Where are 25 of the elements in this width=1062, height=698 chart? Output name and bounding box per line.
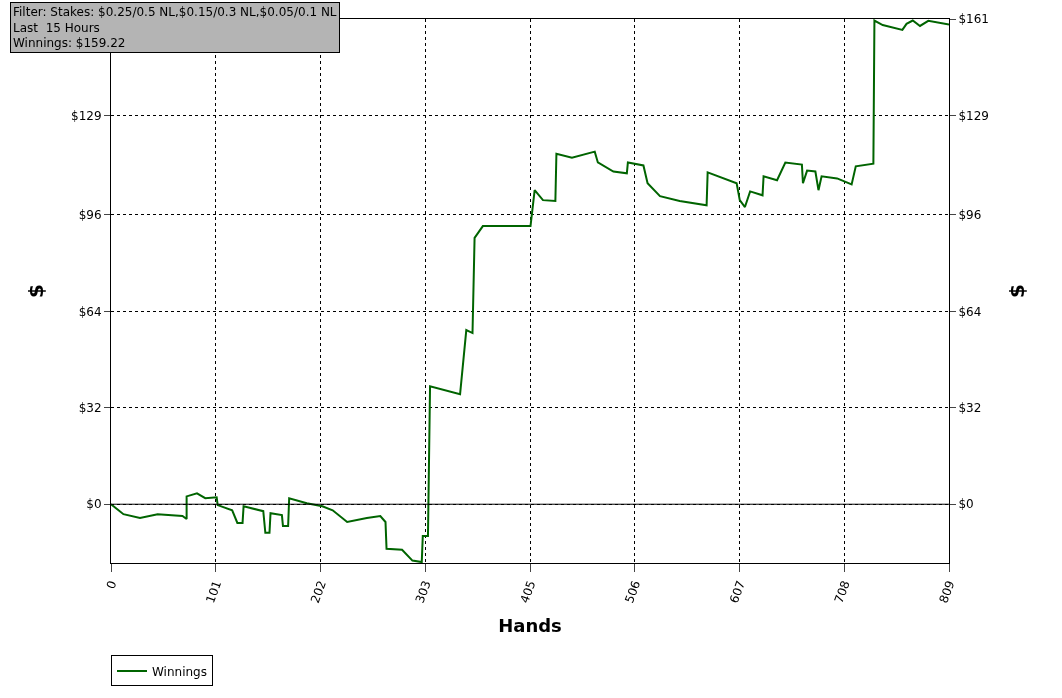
- y-tick-label: $96: [78, 208, 102, 223]
- x-tick-label: 708: [831, 578, 853, 605]
- y2-tick-label: $32: [958, 400, 982, 415]
- y2-tick-label: $129: [958, 108, 989, 123]
- y-tick-label: $64: [78, 304, 102, 319]
- x-tick-label: 405: [517, 578, 539, 605]
- x-tick-label: 607: [726, 578, 748, 605]
- x-tick-label: 303: [412, 578, 434, 605]
- x-tick-label: 101: [203, 578, 225, 605]
- x-tick-label: 202: [307, 578, 329, 605]
- x-tick-label: 0: [103, 578, 120, 591]
- annotation: Filter: Stakes: $0.25/0.5 NL,$0.15/0.3 NL,$0.05/0.1 NL Last 15 Hours Winnings: $159.22: [13, 5, 337, 51]
- y2-tick-label: $64: [958, 304, 982, 319]
- x-axis-title: Hands: [498, 615, 562, 637]
- y-tick-label: $129: [71, 108, 102, 123]
- y2-axis-title: $: [1005, 284, 1030, 298]
- y-tick-label: $0: [86, 497, 102, 512]
- x-tick-label: 506: [622, 578, 644, 605]
- x-tick-label: 809: [936, 578, 958, 605]
- y-tick-label: $32: [78, 400, 102, 415]
- y2-tick-label: $161: [958, 12, 989, 27]
- y2-tick-label: $0: [958, 497, 974, 512]
- y2-tick-label: $96: [958, 208, 982, 223]
- y-axis-title: $: [23, 284, 48, 298]
- legend-label: Winnings: [152, 664, 207, 679]
